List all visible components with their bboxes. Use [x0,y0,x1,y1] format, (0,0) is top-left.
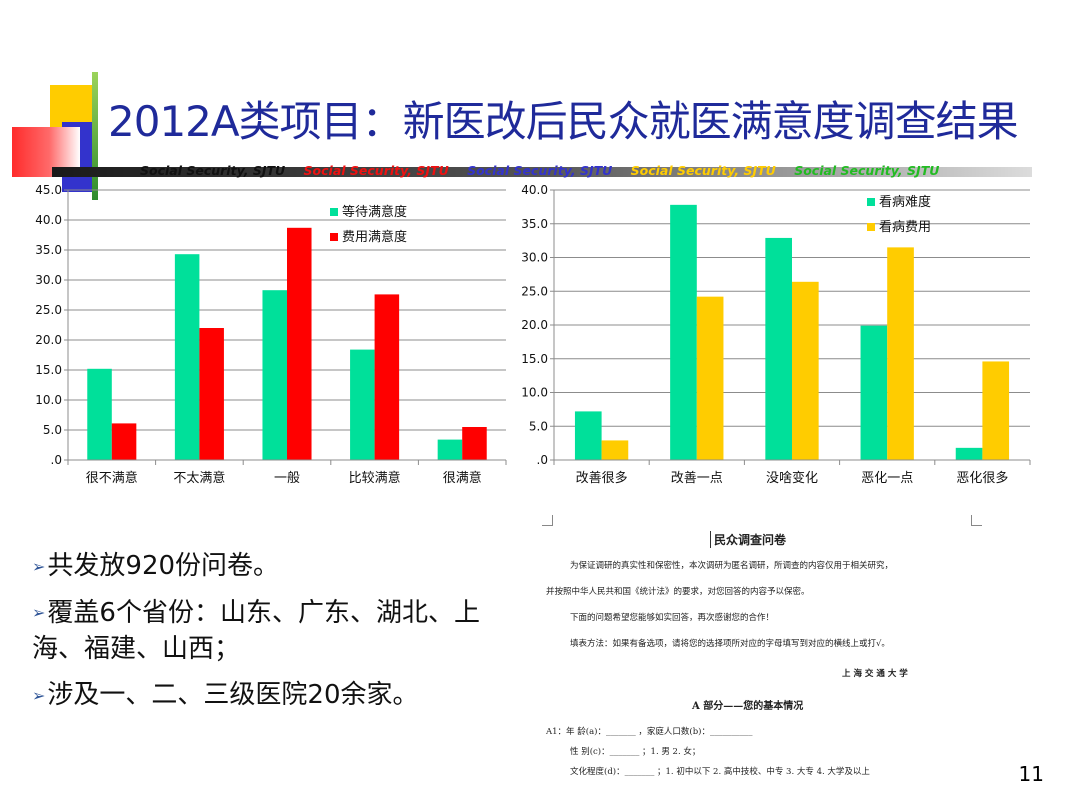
bar [860,325,888,460]
y-tick-label: 40.0 [521,183,548,197]
y-tick-label: 30.0 [521,251,548,265]
legend-label: 等待满意度 [342,204,407,220]
difficulty-cost-bar-chart: 40.0 35.0 30.0 25.0 20.0 15.0 10.0 5.0 .0 改善很多 改善一… [521,183,1031,486]
legend-swatch [867,223,875,231]
y-tick-label: 15.0 [521,352,548,366]
page-number: 11 [1018,762,1044,786]
y-tick-label: .0 [537,453,548,467]
y-tick-label: 30.0 [35,273,62,287]
y-tick-label: 25.0 [35,303,62,317]
bar [287,227,312,460]
y-tick-label: 25.0 [521,284,548,298]
banner-text: Social Security, SJTU [630,163,776,178]
bullet-arrow-icon: ➢ [32,603,46,622]
bar [982,361,1010,460]
bar [574,411,602,460]
questionnaire-paragraph: 填表方法：如果有备选项，请将您的选择项所对应的字母填写到对应的横线上或打√。 [570,639,890,649]
bar [262,290,287,460]
y-tick-label: 35.0 [521,217,548,231]
satisfaction-bar-chart: 45.0 40.0 35.0 30.0 25.0 20.0 15.0 10.0 5.0 .0 很不满… [35,183,507,486]
bullet-text: 共发放920份问卷。 [47,551,280,581]
x-tick-label: 改善很多 [576,470,628,486]
bar [765,237,792,460]
x-tick-label: 很满意 [443,470,482,486]
questionnaire-paragraph: 下面的问题希望您能够如实回答，再次感谢您的合作！ [570,613,775,623]
bar [462,427,487,460]
questionnaire-paragraph: 并按照中华人民共和国《统计法》的要求，对您回答的内容予以保密。 [546,587,810,597]
bullet-text: 覆盖6个省份：山东、广东、湖北、上海、福建、山西； [32,597,480,665]
bullet-item: ➢涉及一、二、三级医院20余家。 [32,677,482,714]
crop-mark [971,515,982,526]
bar [955,447,983,460]
crop-mark [542,515,553,526]
x-tick-label: 比较满意 [349,470,401,486]
y-tick-label: 20.0 [521,318,548,332]
x-tick-label: 恶化一点 [861,471,913,486]
y-tick-label: 10.0 [521,386,548,400]
bullet-item: ➢共发放920份问卷。 [32,548,482,585]
summary-bullets: ➢共发放920份问卷。 ➢覆盖6个省份：山东、广东、湖北、上海、福建、山西； ➢… [32,548,482,724]
bullet-item: ➢覆盖6个省份：山东、广东、湖北、上海、福建、山西； [32,595,482,668]
legend-label: 费用满意度 [342,229,407,245]
bar [887,247,914,460]
y-tick-label: 40.0 [35,213,62,227]
x-tick-label: 很不满意 [86,470,138,486]
y-tick-label: 5.0 [43,423,62,437]
bar [792,281,819,460]
y-tick-label: 45.0 [35,183,62,197]
questionnaire-question: 性 别(c)：_______ ；1. 男 2. 女； [570,747,701,757]
x-tick-label: 一般 [274,470,300,486]
bar [696,296,724,460]
x-tick-label: 改善一点 [671,470,723,486]
bar [174,254,200,460]
bar [437,439,463,460]
questionnaire-heading: 民众调查问卷 [710,531,786,548]
y-tick-label: .0 [51,453,62,467]
y-tick-label: 10.0 [35,393,62,407]
bar [374,294,400,460]
y-tick-label: 35.0 [35,243,62,257]
legend-swatch [330,208,338,216]
banner-text: Social Security, SJTU [467,163,613,178]
banner-text: Social Security, SJTU [140,163,286,178]
bar [111,423,137,460]
bullet-text: 涉及一、二、三级医院20余家。 [47,680,419,710]
questionnaire-question: 文化程度(d)：_______ ；1. 初中以下 2. 高中技校、中专 3. 大… [570,767,870,777]
legend-label: 看病难度 [879,194,931,210]
y-tick-label: 20.0 [35,333,62,347]
banner-text: Social Security, SJTU [794,163,940,178]
bullet-arrow-icon: ➢ [32,556,46,576]
questionnaire-image: 民众调查问卷 为保证调研的真实性和保密性，本次调研为匿名调研，所调查的内容仅用于… [542,515,982,785]
questionnaire-question: A1：年 龄(a)：_______ ，家庭人口数(b)：__________ [546,727,753,737]
bar [87,368,112,460]
questionnaire-section-title: A 部分——您的基本情况 [692,701,804,712]
slide-title: 2012A类项目：新医改后民众就医满意度调查结果 [108,97,1019,146]
legend-swatch [867,198,875,206]
bar [670,204,697,460]
questionnaire-paragraph: 为保证调研的真实性和保密性，本次调研为匿名调研，所调查的内容仅用于相关研究， [570,561,894,571]
bar [350,349,375,460]
y-tick-label: 5.0 [529,419,548,433]
title-underline-bar [52,167,1032,177]
banner-text: Social Security, SJTU [303,163,449,178]
questionnaire-signature: 上 海 交 通 大 学 [842,669,908,679]
x-tick-label: 不太满意 [173,470,225,486]
title-decoration-vertical-bar [92,72,98,200]
x-tick-label: 恶化很多 [956,470,1008,486]
legend-label: 看病费用 [879,219,931,235]
social-security-banner: Social Security, SJTU Social Security, S… [140,163,953,179]
y-tick-label: 15.0 [35,363,62,377]
bar [199,328,224,460]
bar [601,440,629,460]
bullet-arrow-icon: ➢ [32,685,46,705]
title-decoration-yellow-square [50,85,92,127]
legend-swatch [330,233,338,241]
x-tick-label: 没啥变化 [766,470,818,486]
